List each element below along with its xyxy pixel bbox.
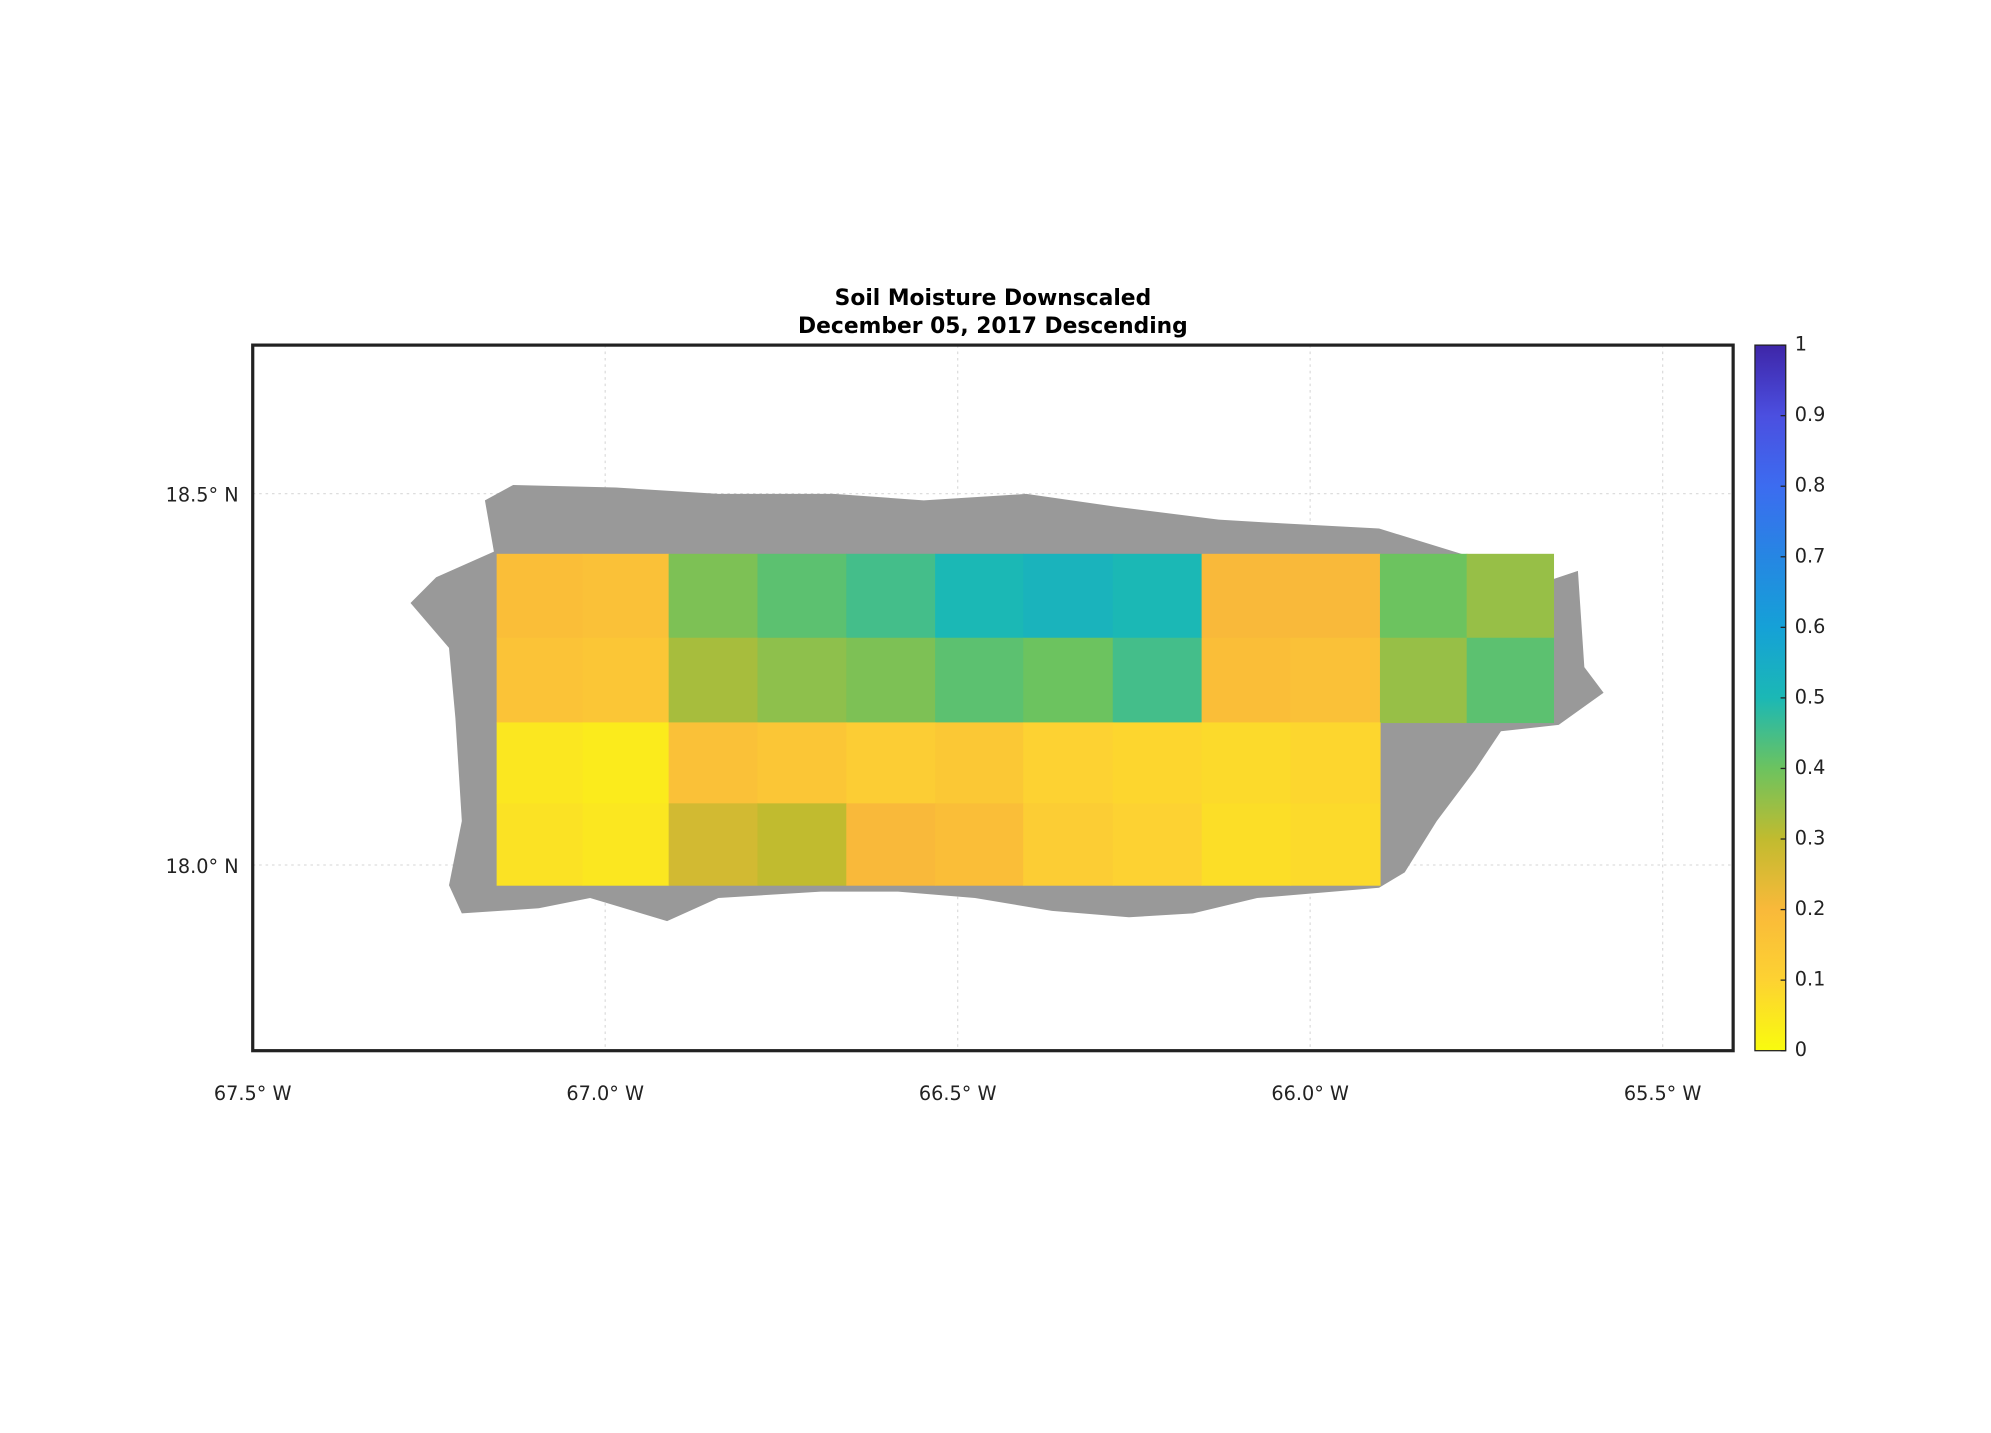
x-tick-label: 67.0° W (566, 1082, 644, 1105)
cell (1112, 803, 1203, 886)
colorbar-tick-label: 0 (1795, 1038, 1807, 1061)
cell (668, 803, 759, 886)
axes-frame (251, 343, 1735, 1053)
colorbar-tick-label: 0.4 (1795, 756, 1826, 779)
cell (668, 553, 759, 639)
y-tick-label: 18.0° N (166, 855, 239, 878)
cell (757, 553, 847, 639)
cell (1379, 637, 1468, 724)
cell (935, 722, 1024, 805)
cell (1201, 803, 1292, 886)
cell (582, 553, 670, 639)
x-tick-label: 66.0° W (1271, 1082, 1349, 1105)
cell (935, 553, 1024, 639)
cell (1290, 722, 1381, 805)
cell (1023, 803, 1114, 886)
colorbar-tick-label: 0.9 (1795, 403, 1826, 426)
cell (496, 637, 584, 724)
colorbar-tick-label: 0.2 (1795, 897, 1826, 920)
cell (668, 722, 759, 805)
x-tick-label: 65.5° W (1624, 1082, 1702, 1105)
chart-subtitle: December 05, 2017 Descending (798, 314, 1188, 339)
cell (496, 722, 584, 805)
cell (757, 637, 847, 724)
cell (1023, 722, 1114, 805)
cell (846, 722, 936, 805)
colorbar-tick-label: 0.8 (1795, 474, 1826, 497)
cell (1290, 803, 1381, 886)
colorbar-tick-label: 0.5 (1795, 685, 1826, 708)
cell (1290, 637, 1381, 724)
cell (582, 803, 670, 886)
cell (1201, 722, 1292, 805)
cell (582, 722, 670, 805)
cell (496, 553, 584, 639)
cell (1290, 553, 1381, 639)
cell (582, 637, 670, 724)
cell (668, 637, 759, 724)
cell (1112, 637, 1203, 724)
cell (1466, 553, 1555, 639)
colorbar-tick-label: 0.3 (1795, 827, 1826, 850)
cell (935, 637, 1024, 724)
cell (757, 722, 847, 805)
cell (1201, 637, 1292, 724)
cell (1023, 553, 1114, 639)
colorbar-tick-label: 1 (1795, 333, 1807, 356)
cell (1466, 637, 1555, 724)
cell (757, 803, 847, 886)
cell (1023, 637, 1114, 724)
colorbar-tick-label: 0.1 (1795, 968, 1826, 991)
cell (846, 637, 936, 724)
cell (1379, 553, 1468, 639)
cell (935, 803, 1024, 886)
cell (1112, 553, 1203, 639)
cell (846, 553, 936, 639)
cell (1112, 722, 1203, 805)
y-tick-label: 18.5° N (166, 484, 239, 507)
chart-title: Soil Moisture Downscaled (835, 286, 1152, 311)
colorbar-tick-label: 0.7 (1795, 544, 1826, 567)
cells (496, 553, 1555, 886)
cell (496, 803, 584, 886)
cell (1201, 553, 1292, 639)
x-tick-label: 67.5° W (214, 1082, 292, 1105)
cell (846, 803, 936, 886)
colorbar-tick-label: 0.6 (1795, 615, 1826, 638)
x-tick-label: 66.5° W (919, 1082, 997, 1105)
